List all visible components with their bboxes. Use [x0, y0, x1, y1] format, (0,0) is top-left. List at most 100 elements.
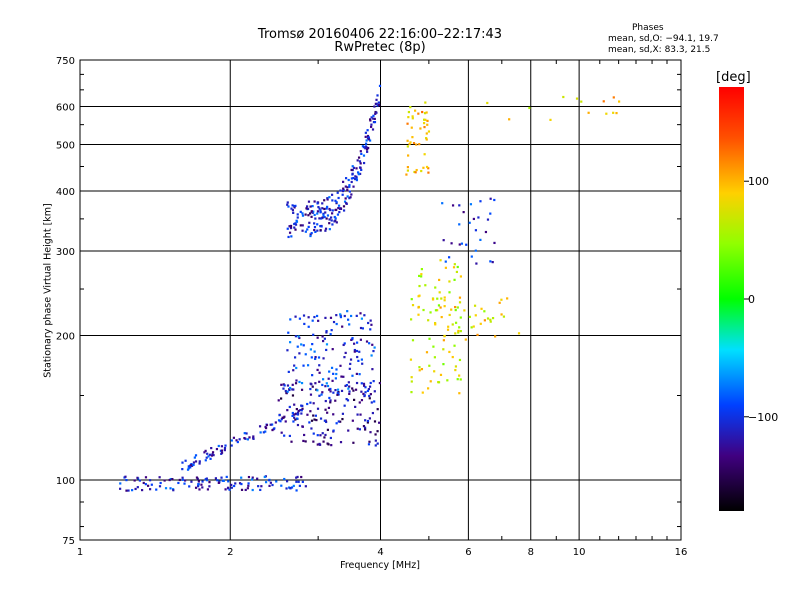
data-point	[289, 341, 292, 344]
data-point	[489, 197, 492, 200]
data-point	[406, 145, 409, 148]
data-point	[330, 366, 334, 369]
data-point	[277, 419, 281, 422]
data-point	[301, 212, 304, 215]
data-point	[327, 406, 331, 410]
data-point	[316, 336, 319, 339]
data-point	[334, 199, 337, 202]
data-point	[316, 443, 319, 446]
data-point	[217, 444, 220, 448]
data-point	[486, 317, 490, 320]
data-point	[479, 200, 482, 203]
data-point	[309, 233, 312, 236]
data-point	[443, 305, 446, 308]
data-point	[424, 284, 427, 287]
data-point	[364, 142, 368, 145]
data-point	[304, 485, 307, 488]
data-point	[280, 484, 283, 487]
data-point	[374, 439, 377, 442]
data-point	[459, 378, 462, 381]
data-point	[288, 231, 292, 234]
data-point	[359, 338, 362, 341]
data-point	[468, 315, 471, 318]
data-point	[178, 478, 181, 482]
data-point	[365, 139, 368, 142]
data-point	[459, 330, 462, 333]
data-point	[329, 208, 332, 212]
data-point	[294, 222, 297, 225]
data-point	[273, 427, 276, 430]
data-point	[362, 146, 366, 149]
data-point	[238, 482, 242, 485]
data-point	[194, 486, 198, 489]
data-point	[452, 266, 456, 269]
data-point	[204, 459, 207, 462]
data-point	[417, 112, 420, 115]
data-point	[203, 451, 206, 454]
data-point	[311, 374, 314, 377]
data-point	[370, 116, 373, 119]
data-point	[288, 486, 291, 489]
data-point	[283, 434, 286, 437]
data-point	[489, 318, 492, 321]
data-point	[297, 411, 300, 414]
data-point	[300, 388, 304, 391]
data-point	[372, 114, 375, 117]
data-point	[289, 487, 292, 490]
data-point	[410, 380, 413, 383]
data-point	[138, 479, 141, 482]
data-point	[426, 123, 429, 126]
data-point	[342, 209, 346, 212]
data-point	[303, 433, 306, 437]
data-point	[296, 475, 299, 479]
data-point	[311, 319, 314, 322]
chart-subtitle: RwPretec (8p)	[334, 40, 426, 55]
data-point	[362, 154, 366, 157]
data-point	[317, 319, 320, 322]
data-point	[250, 478, 254, 481]
data-point	[355, 167, 358, 170]
data-point	[575, 97, 579, 100]
data-point	[323, 215, 326, 219]
data-point	[433, 370, 436, 373]
data-point	[280, 431, 283, 434]
data-point	[323, 207, 326, 211]
data-point	[352, 389, 355, 392]
data-point	[119, 482, 122, 485]
data-point	[369, 393, 372, 396]
data-point	[350, 180, 353, 184]
data-point	[177, 481, 180, 485]
data-point	[335, 314, 338, 317]
data-point	[378, 421, 381, 424]
data-point	[362, 384, 366, 387]
data-point	[344, 351, 347, 355]
data-point	[364, 147, 367, 150]
data-point	[361, 362, 364, 365]
data-point	[300, 409, 303, 412]
data-point	[307, 325, 310, 328]
data-point	[286, 384, 290, 387]
data-point	[346, 195, 349, 198]
data-point	[311, 211, 314, 214]
data-point	[436, 309, 439, 312]
data-point	[310, 383, 313, 386]
data-point	[454, 308, 457, 312]
data-point	[376, 430, 379, 433]
data-point	[458, 301, 462, 304]
data-point	[427, 171, 430, 174]
data-point	[368, 394, 371, 398]
data-point	[419, 127, 422, 130]
data-point	[364, 428, 367, 431]
data-point	[444, 266, 447, 269]
data-point	[183, 482, 186, 485]
x-tick-label: 1	[77, 547, 83, 558]
data-point	[337, 420, 340, 423]
y-tick-label: 200	[56, 332, 75, 343]
data-point	[319, 217, 323, 220]
data-point	[314, 382, 317, 385]
data-point	[119, 487, 122, 490]
data-point	[352, 166, 356, 169]
data-point	[312, 210, 315, 213]
data-point	[365, 340, 369, 343]
data-point	[438, 291, 441, 294]
